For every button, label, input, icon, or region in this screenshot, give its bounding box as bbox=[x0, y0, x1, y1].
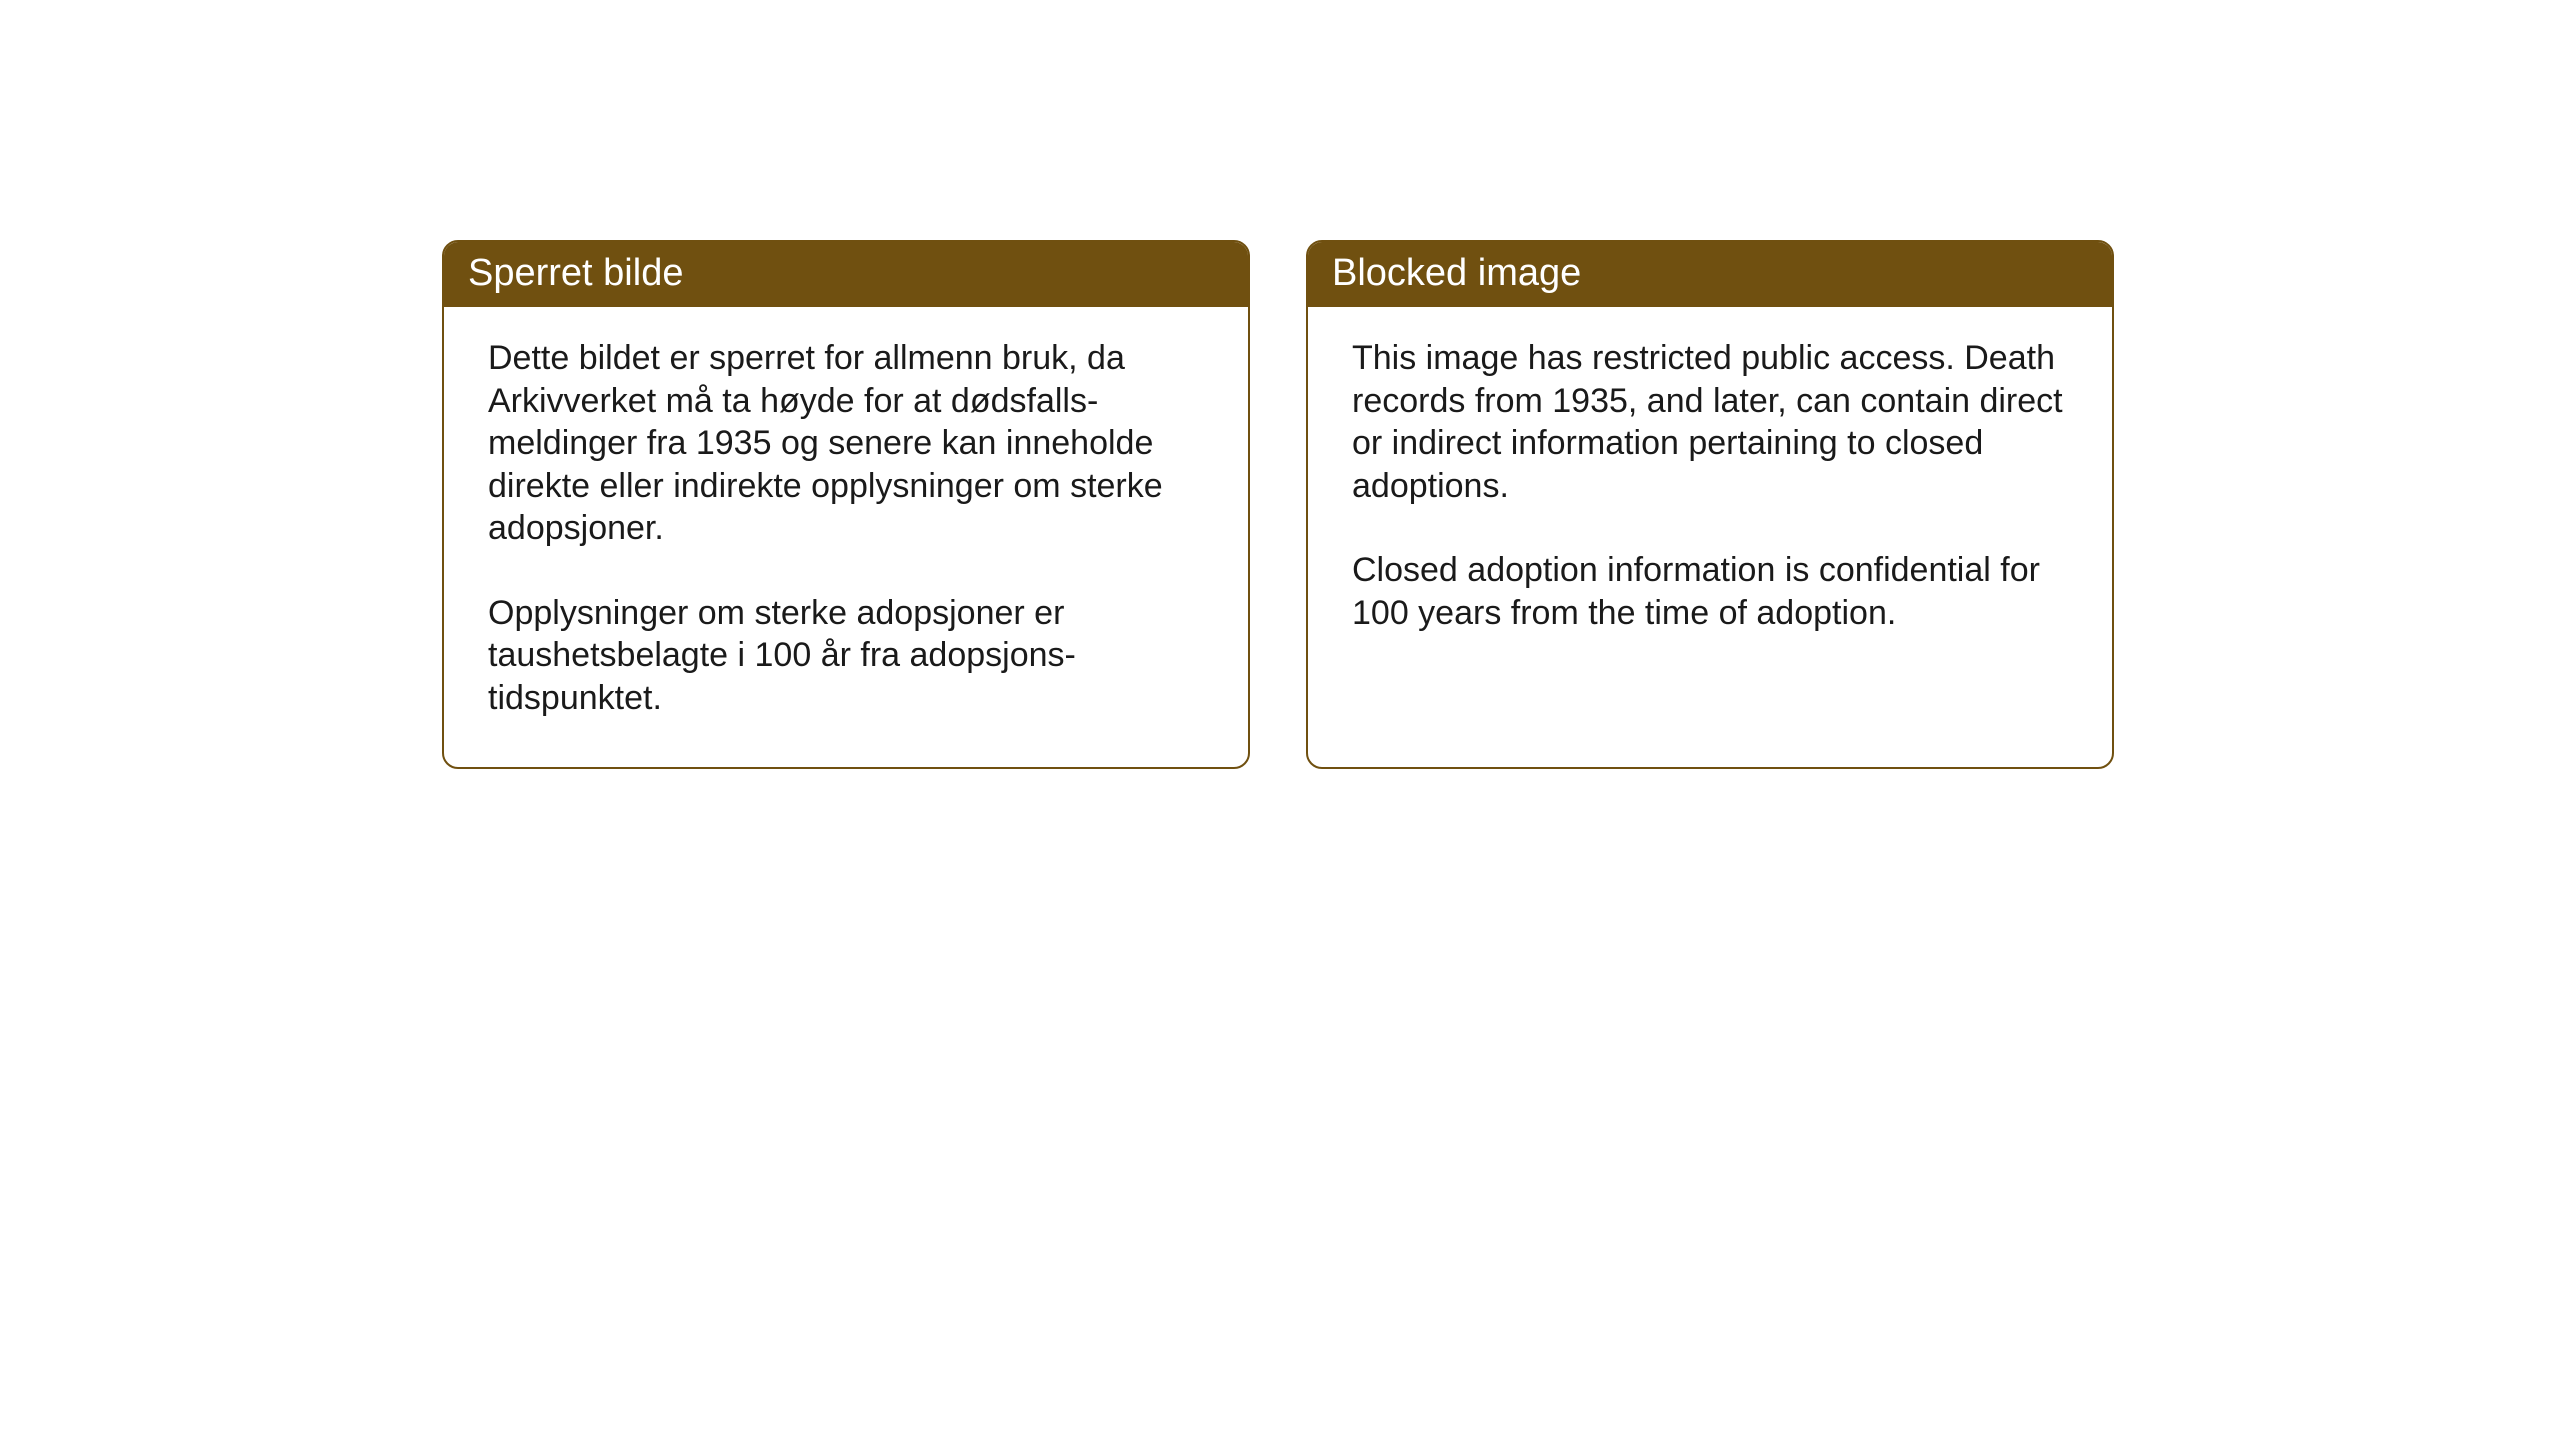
card-title-english: Blocked image bbox=[1332, 252, 1581, 294]
card-body-english: This image has restricted public access.… bbox=[1308, 307, 2112, 722]
notice-card-english: Blocked image This image has restricted … bbox=[1306, 240, 2114, 769]
notice-card-norwegian: Sperret bilde Dette bildet er sperret fo… bbox=[442, 240, 1250, 769]
card-header-norwegian: Sperret bilde bbox=[444, 242, 1248, 307]
card-header-english: Blocked image bbox=[1308, 242, 2112, 307]
notice-container: Sperret bilde Dette bildet er sperret fo… bbox=[0, 0, 2560, 769]
card-body-norwegian: Dette bildet er sperret for allmenn bruk… bbox=[444, 307, 1248, 767]
card-title-norwegian: Sperret bilde bbox=[468, 252, 683, 294]
card-paragraph-norwegian-2: Opplysninger om sterke adopsjoner er tau… bbox=[488, 592, 1204, 720]
card-paragraph-norwegian-1: Dette bildet er sperret for allmenn bruk… bbox=[488, 337, 1204, 550]
card-paragraph-english-1: This image has restricted public access.… bbox=[1352, 337, 2068, 507]
card-paragraph-english-2: Closed adoption information is confident… bbox=[1352, 549, 2068, 634]
